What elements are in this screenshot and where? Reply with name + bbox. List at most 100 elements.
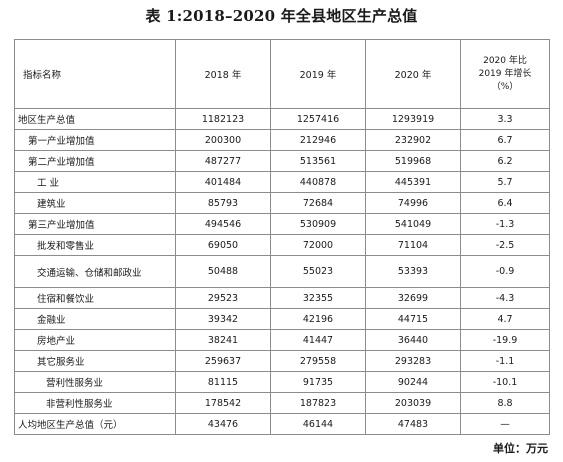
growth-cell: 3.3 [460,108,550,130]
header-growth-line3: （%） [491,81,519,92]
table-row: 其它服务业 259637 279558 293283 -1.1 [14,350,550,372]
header-growth-line2: 2019 年增长 [478,68,532,79]
value-2020-cell: 293283 [365,350,461,372]
value-2019-cell: 1257416 [270,108,366,130]
growth-cell: -1.1 [460,350,550,372]
header-indicator: 指标名称 [14,39,176,109]
value-2020-cell: 36440 [365,329,461,351]
growth-cell: -19.9 [460,329,550,351]
value-2018-cell: 259637 [175,350,271,372]
table-row: 非营利性服务业 178542 187823 203039 8.8 [14,392,550,414]
growth-cell: — [460,413,550,435]
value-2019-cell: 513561 [270,150,366,172]
value-2020-cell: 519968 [365,150,461,172]
table-row: 房地产业 38241 41447 36440 -19.9 [14,329,550,351]
value-2019-cell: 212946 [270,129,366,151]
header-2019: 2019 年 [270,39,366,109]
value-2020-cell: 90244 [365,371,461,393]
value-2018-cell: 401484 [175,171,271,193]
value-2018-cell: 85793 [175,192,271,214]
table-body: 地区生产总值 1182123 1257416 1293919 3.3 第一产业增加值 200… [14,108,550,435]
row-name-cell: 第一产业增加值 [14,129,176,151]
growth-cell: -10.1 [460,371,550,393]
growth-cell: -0.9 [460,255,550,288]
value-2018-cell: 487277 [175,150,271,172]
header-2018: 2018 年 [175,39,271,109]
value-2019-cell: 72684 [270,192,366,214]
table-row: 批发和零售业 69050 72000 71104 -2.5 [14,234,550,256]
value-2018-cell: 50488 [175,255,271,288]
table-row: 地区生产总值 1182123 1257416 1293919 3.3 [14,108,550,130]
value-2019-cell: 72000 [270,234,366,256]
value-2019-cell: 440878 [270,171,366,193]
growth-cell: -1.3 [460,213,550,235]
table-title: 表 1:2018–2020 年全县地区生产总值 [145,7,418,25]
value-2018-cell: 178542 [175,392,271,414]
value-2019-cell: 42196 [270,308,366,330]
value-2020-cell: 74996 [365,192,461,214]
table-row: 金融业 39342 42196 44715 4.7 [14,308,550,330]
value-2019-cell: 91735 [270,371,366,393]
value-2018-cell: 43476 [175,413,271,435]
value-2019-cell: 187823 [270,392,366,414]
header-growth: 2020 年比 2019 年增长 （%） [460,39,550,109]
row-name-cell: 批发和零售业 [14,234,176,256]
table-row: 第一产业增加值 200300 212946 232902 6.7 [14,129,550,151]
table-row: 建筑业 85793 72684 74996 6.4 [14,192,550,214]
value-2020-cell: 47483 [365,413,461,435]
growth-cell: 6.4 [460,192,550,214]
value-2019-cell: 55023 [270,255,366,288]
value-2018-cell: 494546 [175,213,271,235]
row-name-cell: 人均地区生产总值（元） [14,413,176,435]
unit-label: 单位：万元 [493,442,548,455]
table-row: 住宿和餐饮业 29523 32355 32699 -4.3 [14,287,550,309]
value-2018-cell: 1182123 [175,108,271,130]
value-2019-cell: 530909 [270,213,366,235]
header-row: 指标名称 2018 年 2019 年 2020 年 2020 年比 2019 年… [14,39,550,109]
value-2018-cell: 29523 [175,287,271,309]
row-name-cell: 房地产业 [14,329,176,351]
row-name-cell: 第二产业增加值 [14,150,176,172]
row-name-cell: 工 业 [14,171,176,193]
row-name-cell: 非营利性服务业 [14,392,176,414]
table-row: 营利性服务业 81115 91735 90244 -10.1 [14,371,550,393]
growth-cell: 6.2 [460,150,550,172]
value-2018-cell: 38241 [175,329,271,351]
growth-cell: 4.7 [460,308,550,330]
row-name-cell: 建筑业 [14,192,176,214]
table-row: 交通运输、仓储和邮政业 50488 55023 53393 -0.9 [14,255,550,288]
value-2020-cell: 53393 [365,255,461,288]
value-2018-cell: 69050 [175,234,271,256]
table-row: 工 业 401484 440878 445391 5.7 [14,171,550,193]
value-2019-cell: 279558 [270,350,366,372]
growth-cell: 5.7 [460,171,550,193]
growth-cell: 6.7 [460,129,550,151]
row-name-cell: 其它服务业 [14,350,176,372]
value-2020-cell: 445391 [365,171,461,193]
value-2020-cell: 71104 [365,234,461,256]
value-2019-cell: 32355 [270,287,366,309]
value-2020-cell: 1293919 [365,108,461,130]
growth-cell: 8.8 [460,392,550,414]
table-row: 人均地区生产总值（元） 43476 46144 47483— [14,413,550,435]
value-2018-cell: 81115 [175,371,271,393]
row-name-cell: 地区生产总值 [14,108,176,130]
value-2020-cell: 32699 [365,287,461,309]
value-2018-cell: 39342 [175,308,271,330]
value-2020-cell: 232902 [365,129,461,151]
header-growth-line1: 2020 年比 [483,55,527,66]
value-2019-cell: 46144 [270,413,366,435]
row-name-cell: 金融业 [14,308,176,330]
table-row: 第三产业增加值 494546 530909 541049 -1.3 [14,213,550,235]
value-2018-cell: 200300 [175,129,271,151]
growth-cell: -2.5 [460,234,550,256]
header-2020: 2020 年 [365,39,461,109]
gdp-table: 指标名称 2018 年 2019 年 2020 年 2020 年比 2019 年… [14,39,550,435]
growth-cell: -4.3 [460,287,550,309]
value-2020-cell: 44715 [365,308,461,330]
value-2020-cell: 541049 [365,213,461,235]
table-row: 第二产业增加值 487277 513561 519968 6.2 [14,150,550,172]
row-name-cell: 交通运输、仓储和邮政业 [14,255,176,288]
row-name-cell: 第三产业增加值 [14,213,176,235]
value-2020-cell: 203039 [365,392,461,414]
